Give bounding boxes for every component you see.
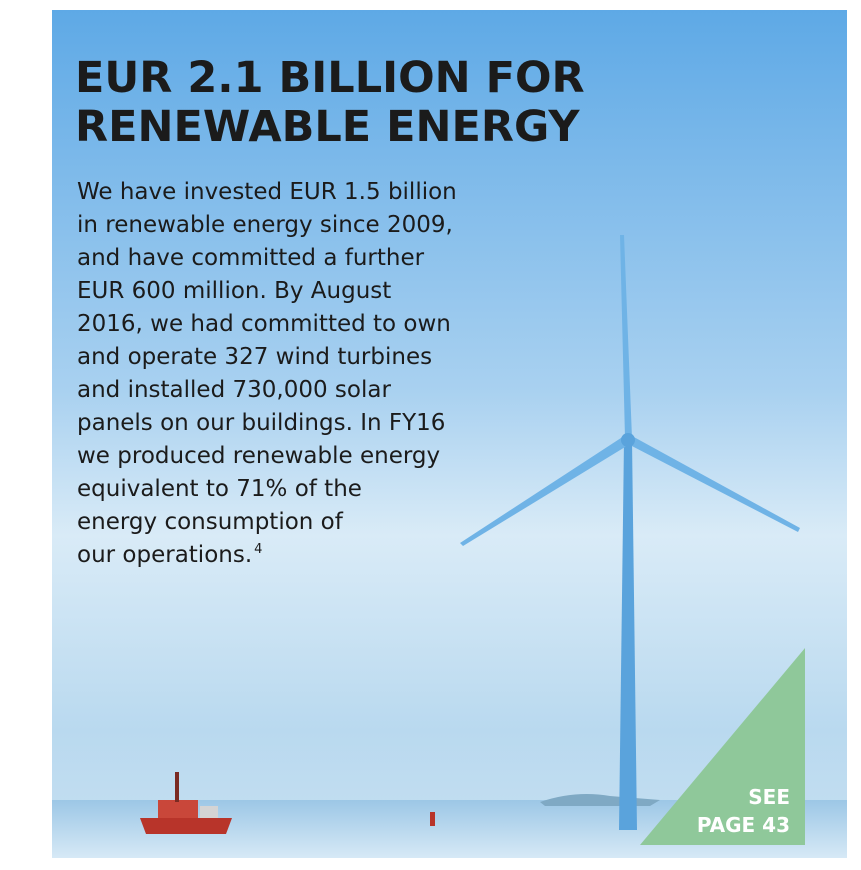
callout-line: SEE [748, 785, 790, 809]
panel: EUR 2.1 BILLION FORRENEWABLE ENERGY We ha… [0, 0, 861, 870]
title-line: RENEWABLE ENERGY [75, 102, 580, 152]
body-line: We have invested EUR 1.5 billion [77, 179, 457, 205]
callout-line: PAGE 43 [697, 813, 790, 837]
body-line: equivalent to 71% of the [77, 476, 362, 502]
buoy [430, 812, 435, 826]
body-line: 2016, we had committed to own [77, 311, 451, 337]
body-line: and have committed a further [77, 245, 425, 271]
body-line: in renewable energy since 2009, [77, 212, 453, 238]
body-line: and operate 327 wind turbines [77, 344, 432, 370]
body-line: we produced renewable energy [77, 443, 440, 469]
body-line: and installed 730,000 solar [77, 377, 391, 403]
page: EUR 2.1 BILLION FORRENEWABLE ENERGY We ha… [0, 0, 861, 870]
body-line: our operations. [77, 542, 252, 568]
body-line: EUR 600 million. By August [77, 278, 391, 304]
body-line: energy consumption of [77, 509, 344, 535]
body-line: panels on our buildings. In FY16 [77, 410, 445, 436]
title-line: EUR 2.1 BILLION FOR [75, 53, 585, 103]
footnote-ref: 4 [254, 542, 262, 557]
